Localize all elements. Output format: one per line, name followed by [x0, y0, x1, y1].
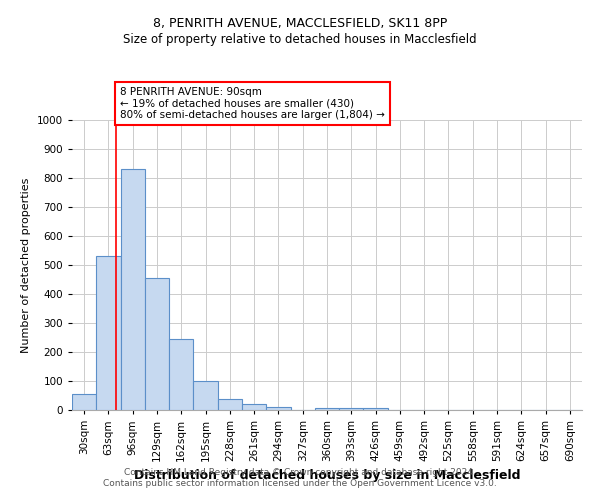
Bar [218, 399, 242, 410]
Bar [169, 339, 193, 410]
Text: Contains HM Land Registry data © Crown copyright and database right 2024.
Contai: Contains HM Land Registry data © Crown c… [103, 468, 497, 487]
Bar [339, 408, 364, 410]
Bar [145, 278, 169, 410]
Bar [121, 170, 145, 410]
X-axis label: Distribution of detached houses by size in Macclesfield: Distribution of detached houses by size … [134, 470, 520, 482]
Bar [193, 381, 218, 410]
Text: Size of property relative to detached houses in Macclesfield: Size of property relative to detached ho… [123, 32, 477, 46]
Text: 8, PENRITH AVENUE, MACCLESFIELD, SK11 8PP: 8, PENRITH AVENUE, MACCLESFIELD, SK11 8P… [153, 18, 447, 30]
Bar [72, 394, 96, 410]
Bar [364, 408, 388, 410]
Bar [266, 406, 290, 410]
Y-axis label: Number of detached properties: Number of detached properties [21, 178, 31, 352]
Text: 8 PENRITH AVENUE: 90sqm
← 19% of detached houses are smaller (430)
80% of semi-d: 8 PENRITH AVENUE: 90sqm ← 19% of detache… [120, 87, 385, 120]
Bar [315, 408, 339, 410]
Bar [242, 404, 266, 410]
Bar [96, 256, 121, 410]
